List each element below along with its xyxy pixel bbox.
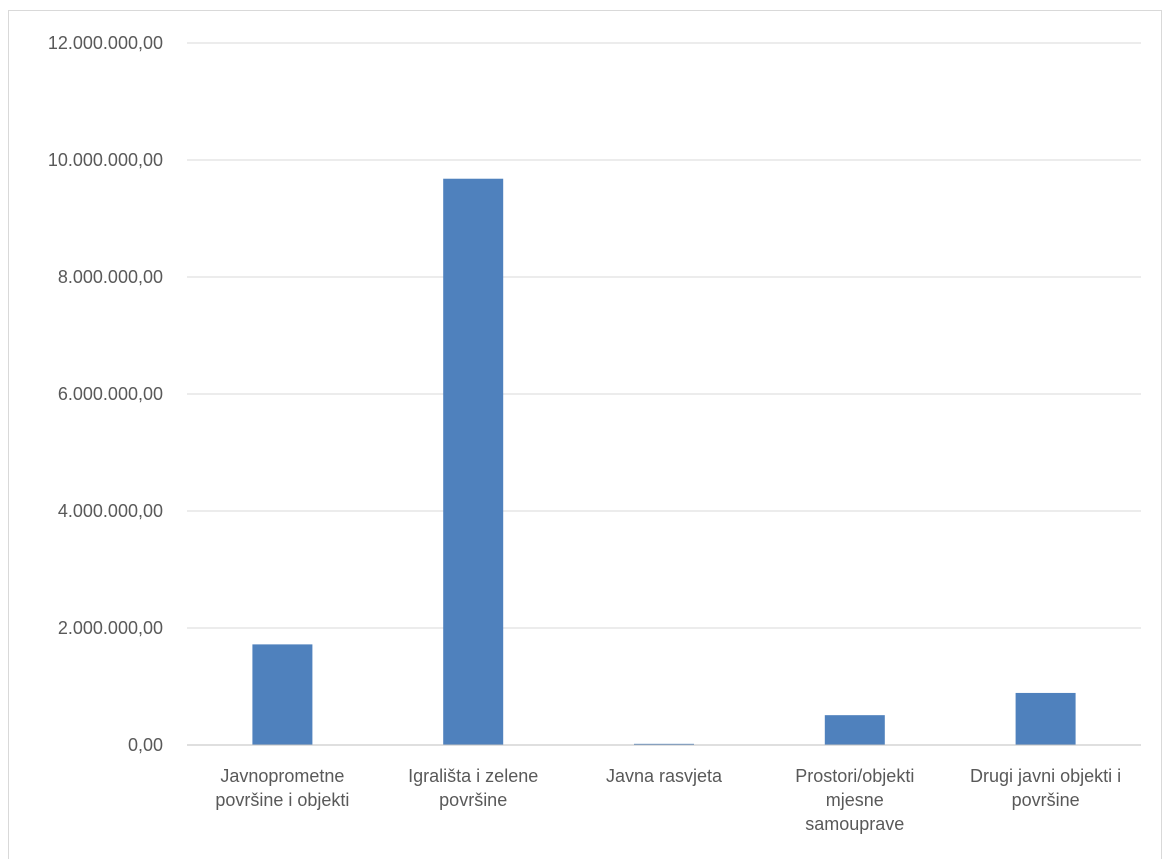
gridlines	[187, 42, 1141, 629]
x-category-label-line: površine	[439, 790, 507, 810]
x-category-label: Javna rasvjeta	[606, 766, 723, 786]
x-category-label-line: Igrališta i zelene	[408, 766, 538, 786]
y-tick-label: 0,00	[128, 735, 163, 755]
x-category-label-line: mjesne	[826, 790, 884, 810]
x-category-label-line: Javnoprometne	[220, 766, 344, 786]
x-category-label-line: Prostori/objekti	[795, 766, 914, 786]
bar	[1015, 692, 1076, 745]
x-category-label: Igrališta i zelene površine	[408, 766, 538, 810]
bars	[252, 178, 1076, 746]
x-category-label-line: površine	[1012, 790, 1080, 810]
y-tick-label: 4.000.000,00	[58, 501, 163, 521]
y-axis-tick-labels: 0,00 2.000.000,00 4.000.000,00 6.000.000,00…	[48, 33, 163, 755]
x-category-label: Prostori/objekti mjesne samouprave	[795, 766, 914, 834]
y-tick-label: 2.000.000,00	[58, 618, 163, 638]
y-tick-label: 6.000.000,00	[58, 384, 163, 404]
bar	[634, 743, 694, 745]
y-tick-label: 10.000.000,00	[48, 150, 163, 170]
x-category-label-line: Javna rasvjeta	[606, 766, 723, 786]
x-category-label: Javnoprometne površine i objekti	[215, 766, 349, 810]
bar	[252, 644, 313, 745]
chart-frame	[8, 10, 1162, 859]
x-category-label-line: površine i objekti	[215, 790, 349, 810]
y-tick-label: 8.000.000,00	[58, 267, 163, 287]
x-axis-category-labels: Javnoprometne površine i objekti Igrališta…	[215, 766, 1121, 834]
y-tick-label: 12.000.000,00	[48, 33, 163, 53]
bar	[824, 715, 885, 745]
x-category-label-line: samouprave	[805, 814, 904, 834]
x-category-label-line: Drugi javni objekti i	[970, 766, 1121, 786]
x-category-label: Drugi javni objekti i površine	[970, 766, 1121, 810]
bar	[443, 178, 504, 746]
